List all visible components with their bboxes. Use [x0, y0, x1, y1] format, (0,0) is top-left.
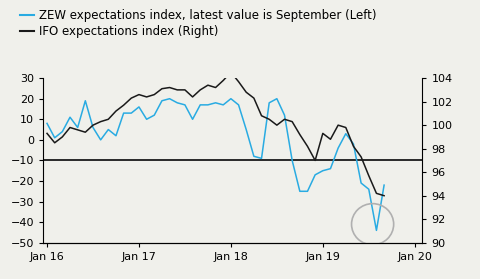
Legend: ZEW expectations index, latest value is September (Left), IFO expectations index: ZEW expectations index, latest value is … — [20, 9, 377, 38]
